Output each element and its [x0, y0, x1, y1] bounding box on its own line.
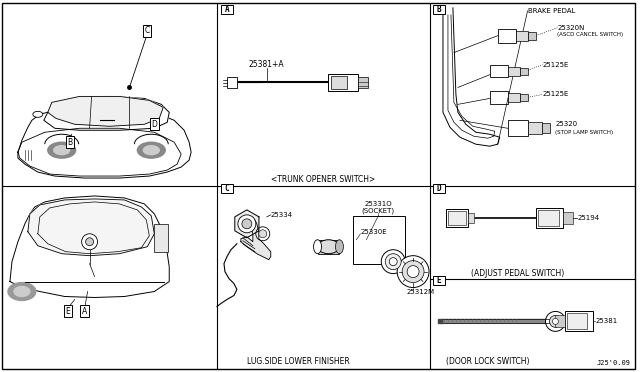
Ellipse shape: [14, 286, 30, 296]
Polygon shape: [28, 199, 154, 256]
Bar: [498, 29, 516, 43]
Circle shape: [381, 250, 405, 273]
Bar: [154, 224, 168, 252]
Text: (ASCD CANCEL SWITCH): (ASCD CANCEL SWITCH): [557, 32, 623, 37]
Text: 25334: 25334: [271, 212, 293, 218]
Ellipse shape: [138, 142, 165, 158]
Bar: [508, 93, 520, 102]
Bar: [328, 74, 358, 92]
Bar: [353, 216, 405, 264]
Text: A: A: [225, 5, 229, 14]
Bar: [520, 94, 527, 102]
Text: 25194: 25194: [577, 215, 600, 221]
Ellipse shape: [33, 111, 43, 117]
Ellipse shape: [314, 240, 321, 254]
Text: B: B: [436, 5, 442, 14]
Polygon shape: [44, 96, 169, 130]
Text: LUG.SIDE LOWER FINISHER: LUG.SIDE LOWER FINISHER: [247, 357, 350, 366]
Ellipse shape: [335, 240, 344, 254]
Text: C: C: [145, 26, 150, 35]
Bar: [520, 68, 527, 74]
Circle shape: [86, 238, 93, 246]
Text: (ADJUST PEDAL SWITCH): (ADJUST PEDAL SWITCH): [471, 269, 564, 278]
Text: E: E: [436, 276, 442, 285]
Bar: [538, 210, 559, 226]
Bar: [221, 184, 233, 193]
Text: 25330E: 25330E: [360, 229, 387, 235]
Text: <TRUNK OPENER SWITCH>: <TRUNK OPENER SWITCH>: [271, 174, 376, 183]
Polygon shape: [48, 96, 163, 126]
Ellipse shape: [317, 240, 339, 254]
Text: (SOCKET): (SOCKET): [362, 208, 395, 214]
Text: C: C: [225, 184, 229, 193]
Circle shape: [242, 219, 252, 229]
Polygon shape: [235, 210, 259, 238]
Circle shape: [238, 215, 256, 233]
Circle shape: [259, 230, 267, 238]
Ellipse shape: [143, 146, 159, 155]
Circle shape: [402, 261, 424, 283]
Text: E: E: [65, 307, 70, 316]
Bar: [568, 314, 588, 329]
Ellipse shape: [48, 142, 76, 158]
Bar: [508, 120, 527, 136]
Text: (STOP LAMP SWITCH): (STOP LAMP SWITCH): [556, 130, 614, 135]
Text: 25125E: 25125E: [543, 61, 569, 68]
Circle shape: [550, 315, 561, 327]
Polygon shape: [241, 220, 271, 260]
Text: A: A: [82, 307, 87, 316]
Text: 25381: 25381: [595, 318, 618, 324]
Bar: [332, 76, 348, 89]
Bar: [508, 67, 520, 76]
Polygon shape: [438, 320, 442, 323]
Bar: [468, 213, 474, 223]
Polygon shape: [443, 8, 500, 146]
Bar: [448, 211, 466, 225]
Text: 25320N: 25320N: [557, 25, 585, 31]
Polygon shape: [18, 128, 181, 176]
Text: 25381+A: 25381+A: [249, 60, 285, 69]
Bar: [433, 276, 445, 285]
Bar: [433, 5, 445, 14]
Polygon shape: [18, 108, 191, 178]
Polygon shape: [10, 196, 169, 298]
Ellipse shape: [8, 283, 36, 301]
Bar: [227, 77, 237, 89]
Ellipse shape: [54, 146, 70, 155]
Text: 25312M: 25312M: [406, 289, 435, 295]
Bar: [556, 315, 565, 327]
Text: D: D: [436, 184, 442, 193]
Bar: [221, 5, 233, 14]
Bar: [563, 212, 573, 224]
Bar: [536, 208, 563, 228]
Text: (DOOR LOCK SWITCH): (DOOR LOCK SWITCH): [446, 357, 529, 366]
Circle shape: [385, 254, 401, 270]
Circle shape: [82, 234, 97, 250]
Bar: [446, 209, 468, 227]
Bar: [433, 184, 445, 193]
Text: J25'0.09: J25'0.09: [596, 360, 630, 366]
Circle shape: [545, 311, 565, 331]
Bar: [516, 31, 527, 41]
Circle shape: [256, 227, 270, 241]
Polygon shape: [440, 320, 554, 323]
Text: B: B: [67, 138, 72, 147]
Bar: [527, 32, 536, 40]
Bar: [527, 122, 541, 134]
Text: D: D: [151, 120, 157, 129]
Text: 25331O: 25331O: [364, 201, 392, 207]
Circle shape: [389, 258, 397, 266]
Text: 25320: 25320: [556, 121, 577, 127]
Bar: [565, 311, 593, 331]
Circle shape: [397, 256, 429, 288]
Bar: [541, 123, 550, 133]
Text: BRAKE PEDAL: BRAKE PEDAL: [527, 8, 575, 14]
Circle shape: [407, 266, 419, 278]
Bar: [490, 65, 508, 77]
Bar: [358, 77, 368, 89]
Circle shape: [552, 318, 559, 324]
Bar: [317, 240, 339, 254]
Text: 25125E: 25125E: [543, 92, 569, 97]
Bar: [490, 92, 508, 105]
